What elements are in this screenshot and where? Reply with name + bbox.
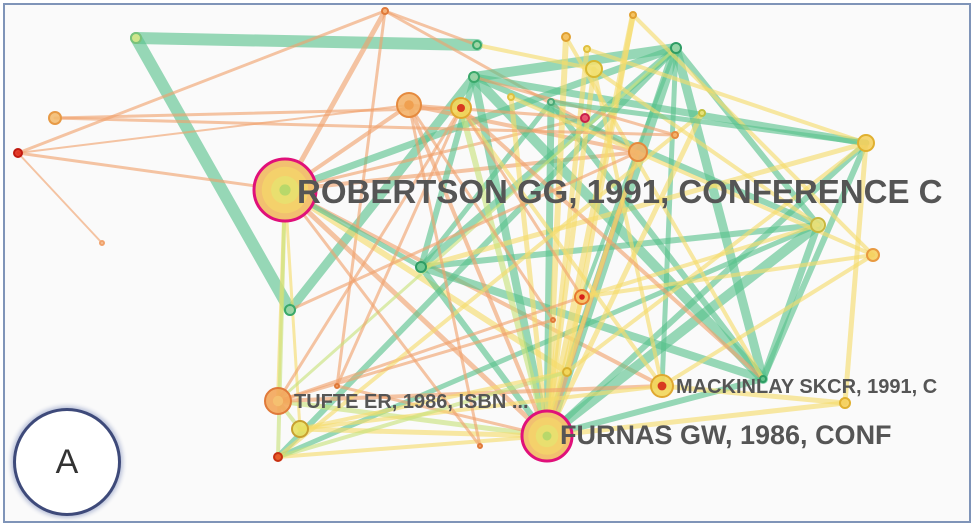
node-r577[interactable] <box>574 289 590 305</box>
citation-link <box>276 111 704 459</box>
citation-link <box>592 67 664 388</box>
citation-link <box>276 370 569 459</box>
node-o670[interactable] <box>671 131 679 139</box>
citation-link <box>544 376 766 439</box>
citation-link <box>542 220 823 441</box>
node-label-tufte: TUFTE ER, 1986, ISBN ... <box>294 391 529 413</box>
node-layer <box>13 7 880 463</box>
node-label-robertson: ROBERTSON GG, 1991, CONFERENCE C <box>297 173 943 210</box>
citation-link <box>592 67 820 227</box>
hub-node-rob[interactable] <box>252 157 318 223</box>
citation-link <box>580 253 875 299</box>
citation-link <box>459 106 584 299</box>
link-layer <box>16 8 875 460</box>
node-mck[interactable] <box>650 374 674 398</box>
network-view: ROBERTSON GG, 1991, CONFERENCE C TUFTE E… <box>3 3 971 523</box>
node-topG[interactable] <box>472 40 482 50</box>
citation-link <box>418 264 550 439</box>
citation-link <box>17 104 410 154</box>
citation-link <box>407 103 482 448</box>
node-o332[interactable] <box>334 383 340 389</box>
citation-link <box>17 152 103 244</box>
node-topO[interactable] <box>381 7 389 15</box>
citation-link <box>671 43 768 384</box>
node-g546[interactable] <box>547 98 555 106</box>
node-label-mackinlay: MACKINLAY SKCR, 1991, C <box>676 376 938 398</box>
node-fad[interactable] <box>99 240 105 246</box>
citation-link <box>631 13 875 257</box>
citation-link <box>282 8 388 193</box>
citation-link <box>53 106 463 120</box>
node-y861[interactable] <box>857 134 875 152</box>
citation-link <box>276 434 549 459</box>
node-red13[interactable] <box>13 148 23 158</box>
citation-link <box>288 150 640 312</box>
citation-link <box>130 32 296 316</box>
node-g416[interactable] <box>415 261 427 273</box>
citation-link <box>53 116 677 137</box>
citation-link <box>842 140 869 406</box>
citation-link <box>297 426 550 439</box>
citation-link <box>564 35 765 381</box>
node-y562[interactable] <box>562 367 572 377</box>
citation-link <box>283 150 640 192</box>
citation-link <box>407 103 549 438</box>
co-citation-network <box>13 7 880 463</box>
node-y868[interactable] <box>866 248 880 262</box>
panel-letter: A <box>55 442 79 481</box>
citation-link <box>407 103 555 322</box>
citation-link <box>335 106 463 388</box>
node-y628[interactable] <box>629 11 637 19</box>
node-y697[interactable] <box>698 109 706 117</box>
citation-link <box>298 384 664 431</box>
citation-link <box>16 151 287 192</box>
node-g285[interactable] <box>284 304 296 316</box>
node-o50[interactable] <box>48 111 62 125</box>
citation-link <box>544 110 705 439</box>
citation-link <box>760 140 869 382</box>
citation-link <box>659 383 848 406</box>
citation-link <box>459 106 664 388</box>
node-y561[interactable] <box>561 32 571 42</box>
citation-link <box>459 106 765 381</box>
citation-link <box>285 72 479 315</box>
citation-link <box>580 223 820 299</box>
node-tuf[interactable] <box>264 387 292 415</box>
node-y589[interactable] <box>585 60 603 78</box>
citation-link <box>660 253 875 388</box>
node-o548[interactable] <box>550 317 556 323</box>
node-o456[interactable] <box>450 97 472 119</box>
citation-link <box>335 9 387 388</box>
citation-link <box>565 141 868 374</box>
citation-link <box>283 188 482 448</box>
node-y813[interactable] <box>810 217 826 233</box>
node-y840[interactable] <box>839 397 851 409</box>
node-topL[interactable] <box>130 32 142 44</box>
citation-link <box>383 9 479 47</box>
node-r273[interactable] <box>273 452 283 462</box>
citation-link <box>16 9 387 155</box>
citation-link <box>469 43 681 82</box>
node-o404[interactable] <box>396 92 422 118</box>
node-o633[interactable] <box>628 142 648 162</box>
panel-letter-badge: A <box>13 408 121 516</box>
node-g758[interactable] <box>759 375 767 383</box>
node-o475[interactable] <box>477 443 483 449</box>
citation-link <box>548 99 869 146</box>
citation-link <box>475 43 596 71</box>
citation-link <box>565 150 640 374</box>
node-r580[interactable] <box>580 113 590 123</box>
citation-link <box>585 47 868 145</box>
citation-link <box>276 295 584 403</box>
node-y582[interactable] <box>583 45 591 53</box>
citation-link <box>544 400 848 439</box>
node-label-furnas: FURNAS GW, 1986, CONF <box>560 420 892 450</box>
node-y506[interactable] <box>507 93 515 101</box>
hub-node-fur[interactable] <box>520 409 574 463</box>
node-g671[interactable] <box>670 42 682 54</box>
node-g469[interactable] <box>468 71 480 83</box>
node-y295[interactable] <box>291 420 309 438</box>
